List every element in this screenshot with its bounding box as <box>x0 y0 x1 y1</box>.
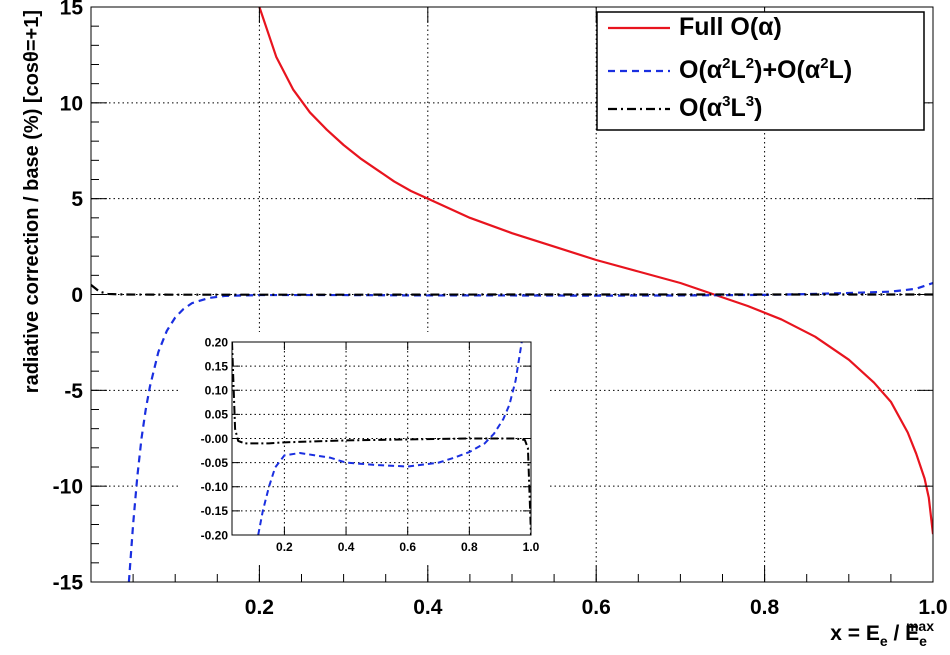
legend-label-part: ) <box>754 94 762 122</box>
legend-label-part: α <box>707 56 723 84</box>
legend-label-part: 3 <box>722 93 730 110</box>
main-y-tick-label: 10 <box>60 92 83 115</box>
legend-label-part: Full O( <box>679 13 759 41</box>
legend-label-part: α <box>758 13 774 41</box>
main-y-tick-label: -15 <box>53 572 84 595</box>
x-axis-title-part: e <box>919 633 927 649</box>
inset-y-tick-label: -0.05 <box>201 456 229 470</box>
legend-label-part: 2 <box>746 55 754 72</box>
inset-y-tick-label: 0.05 <box>205 408 229 422</box>
x-axis-title-part: x = E <box>830 622 880 645</box>
legend-label-part: L) <box>829 56 853 84</box>
x-axis-title: x = Ee / Eemax <box>830 618 934 649</box>
legend-label-part: α <box>805 56 821 84</box>
x-axis-title-part: max <box>906 618 934 634</box>
legend-label-1: Full O(α) <box>679 13 782 41</box>
main-y-tick-label: 15 <box>60 0 84 20</box>
inset-y-tick-label: -0.10 <box>201 480 229 494</box>
x-axis-title-part: e <box>880 633 888 649</box>
inset-y-tick-label: -0.20 <box>201 528 229 542</box>
legend-label-2: O(α2L2)+O(α2L) <box>679 55 852 84</box>
inset-y-tick-label: 0.15 <box>205 359 229 373</box>
main-x-tick-label: 0.8 <box>750 596 780 619</box>
main-x-tick-label: 0.4 <box>413 596 443 619</box>
inset-panel: 0.2 0.4 0.6 0.8 1.0 -0.20 -0.15 -0.10 -0.05 -0.00… <box>201 335 540 554</box>
legend-label-3: O(α3L3) <box>679 93 762 122</box>
inset-series-line-1 <box>257 342 523 535</box>
inset-y-tick-label: 0.10 <box>205 384 229 398</box>
main-x-tick-label: 0.2 <box>245 596 274 619</box>
inset-y-tick-label: -0.00 <box>201 432 229 446</box>
main-series-line-2 <box>127 281 933 582</box>
inset-x-tick-label: 1.0 <box>523 540 540 554</box>
x-axis-title-part: / E <box>888 622 920 645</box>
legend-label-part: 2 <box>820 55 828 72</box>
main-series-line-1 <box>258 7 933 535</box>
main-y-tick-label: -5 <box>64 380 83 403</box>
legend-box <box>596 11 925 131</box>
legend-label-part: O( <box>679 56 707 84</box>
main-y-tick-label: 0 <box>71 284 83 307</box>
inset-y-tick-label: -0.15 <box>201 504 229 518</box>
main-x-tick-label: 0.6 <box>582 596 611 619</box>
inset-x-tick-label: 0.2 <box>276 540 293 554</box>
legend-label-part: ) <box>774 13 782 41</box>
inset-x-tick-label: 0.6 <box>399 540 416 554</box>
legend-label-part: O( <box>679 94 707 122</box>
legend-label-part: L <box>731 56 746 84</box>
legend-label-part: )+O( <box>754 56 805 84</box>
legend: Full O(α)O(α2L2)+O(α2L)O(α3L3) <box>596 11 925 131</box>
y-axis-title: radiative correction / base (%) [cosθ=+1… <box>21 10 43 393</box>
legend-label-part: L <box>731 94 746 122</box>
legend-label-part: 3 <box>746 93 754 110</box>
inset-x-tick-label: 0.8 <box>461 540 478 554</box>
main-x-tick-label: 1.0 <box>918 596 947 619</box>
main-y-tick-label: 5 <box>71 188 83 211</box>
legend-label-part: α <box>707 94 723 122</box>
inset-x-tick-label: 0.4 <box>338 540 355 554</box>
legend-label-part: 2 <box>722 55 730 72</box>
main-y-tick-label: -10 <box>53 476 83 499</box>
inset-y-tick-label: 0.20 <box>205 335 229 349</box>
